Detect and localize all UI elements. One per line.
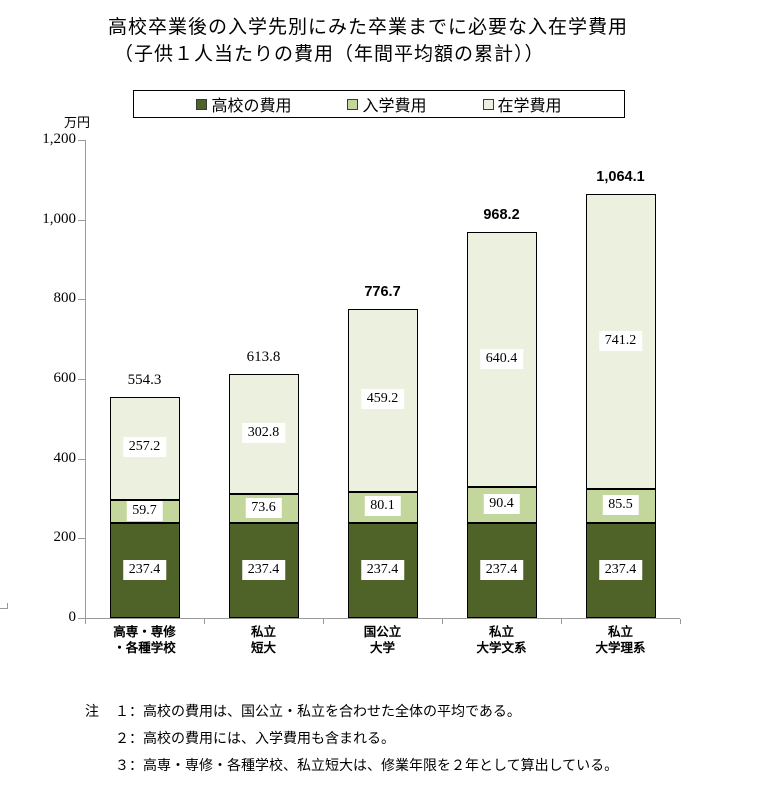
y-tick-label: 0 (68, 609, 77, 625)
x-axis-tick (561, 619, 562, 624)
category-label-line: 大学文系 (476, 641, 527, 655)
x-axis-line (85, 618, 680, 619)
y-axis-tick (78, 538, 85, 540)
bar-segment-label: 80.1 (364, 496, 401, 517)
y-tick-label: 200 (53, 529, 77, 546)
bar-segment-label: 237.4 (479, 559, 524, 580)
y-axis-tick (78, 379, 85, 380)
category-label-line: 大学理系 (595, 641, 646, 655)
category-label-line: 私立 (607, 625, 634, 639)
x-axis-tick (204, 619, 205, 624)
y-axis-tick (78, 458, 85, 460)
category-label: 私立 大学文系 (476, 624, 526, 656)
bar-segment (585, 194, 656, 490)
category-label-line: ・各種学校 (113, 641, 176, 655)
note-line: ３：高専・専修・各種学校、私立短大は、修業年限を２年として算出している。 (85, 752, 618, 779)
bar-segment-label: 237.4 (241, 559, 286, 580)
y-tick-label: 600 (53, 370, 77, 386)
y-tick-label: 1,200 (42, 131, 76, 147)
page-title: 高校卒業後の入学先別にみた卒業までに必要な入在学費用 （子供１人当たりの費用（年… (108, 14, 628, 68)
category-label-line: 短大 (250, 641, 277, 655)
y-axis-tick (78, 219, 85, 221)
y-axis-tick (78, 618, 85, 619)
bar-total-label: 1,064.1 (596, 169, 645, 186)
legend-label: 在学費用 (497, 98, 562, 115)
note-line: ２：高校の費用には、入学費用も含まれる。 (85, 725, 618, 752)
bar-segment-label: 90.4 (483, 494, 520, 515)
category-label-line: 私立 (488, 625, 515, 639)
legend-swatch (196, 98, 208, 110)
category-label: 私立 大学理系 (595, 624, 645, 656)
category-label-line: 私立 (250, 625, 277, 639)
note-text: ２：高校の費用には、入学費用も含まれる。 (115, 730, 395, 746)
y-axis-unit-label: 万円 (64, 115, 91, 130)
legend-label: 高校の費用 (211, 98, 292, 115)
bar-segment-label: 237.4 (360, 559, 405, 580)
legend-item: 高校の費用 (196, 92, 291, 116)
bar-segment-label: 640.4 (479, 348, 524, 369)
category-label: 国公立 大学 (364, 624, 402, 656)
bar-segment-label: 302.8 (241, 422, 286, 443)
y-tick-label: 400 (53, 449, 77, 466)
legend-label: 入学費用 (362, 98, 427, 115)
bar-segment (585, 489, 656, 524)
category-label: 私立 短大 (251, 624, 276, 656)
category-label-line: 高専・専修 (113, 625, 176, 639)
legend-item: 在学費用 (482, 92, 562, 116)
legend-box: 高校の費用 入学費用 在学費用 (133, 90, 625, 118)
legend-swatch (347, 98, 359, 110)
bar-segment-label: 59.7 (126, 500, 163, 521)
y-axis-tick (78, 299, 85, 301)
notes-prefix: 注 (85, 703, 99, 719)
bar-segment-label: 237.4 (122, 559, 167, 580)
x-axis-tick (85, 619, 86, 624)
notes-block: 注 １：高校の費用は、国公立・私立を合わせた全体の平均である。 ２：高校の費用には、… (85, 698, 618, 779)
bar-segment-label: 459.2 (360, 389, 405, 410)
bar-segment-label: 237.4 (598, 559, 643, 580)
note-text: ３：高専・専修・各種学校、私立短大は、修業年限を２年として算出している。 (115, 757, 619, 773)
bar-total-label: 554.3 (127, 372, 162, 389)
y-axis-tick (78, 140, 85, 141)
legend-swatch (482, 98, 494, 110)
bar-total-label: 776.7 (364, 283, 401, 300)
note-text: １：高校の費用は、国公立・私立を合わせた全体の平均である。 (115, 703, 521, 719)
x-axis-tick (680, 619, 681, 624)
bar-segment-label: 85.5 (602, 495, 639, 516)
y-tick-label: 1,000 (42, 210, 76, 227)
category-label-line: 国公立 (363, 625, 402, 639)
bar-segment-label: 73.6 (245, 497, 282, 518)
bar-total-label: 968.2 (483, 207, 520, 224)
title-line-2: （子供１人当たりの費用（年間平均額の累計）） (114, 44, 545, 65)
category-label-line: 大学 (369, 641, 396, 655)
note-line: 注 １：高校の費用は、国公立・私立を合わせた全体の平均である。 (85, 698, 618, 725)
bar-segment-label: 741.2 (598, 330, 643, 351)
x-axis-tick (442, 619, 443, 624)
y-axis-line (85, 140, 86, 618)
legend-item: 入学費用 (347, 92, 427, 116)
y-tick-label: 800 (53, 290, 77, 307)
bar-segment-label: 257.2 (122, 437, 167, 458)
left-edge-artifact (0, 603, 8, 609)
x-axis-tick (323, 619, 324, 624)
title-line-1: 高校卒業後の入学先別にみた卒業までに必要な入在学費用 (108, 17, 629, 38)
bar-total-label: 613.8 (246, 348, 281, 365)
category-label: 高専・専修・各種学校 (113, 624, 176, 656)
